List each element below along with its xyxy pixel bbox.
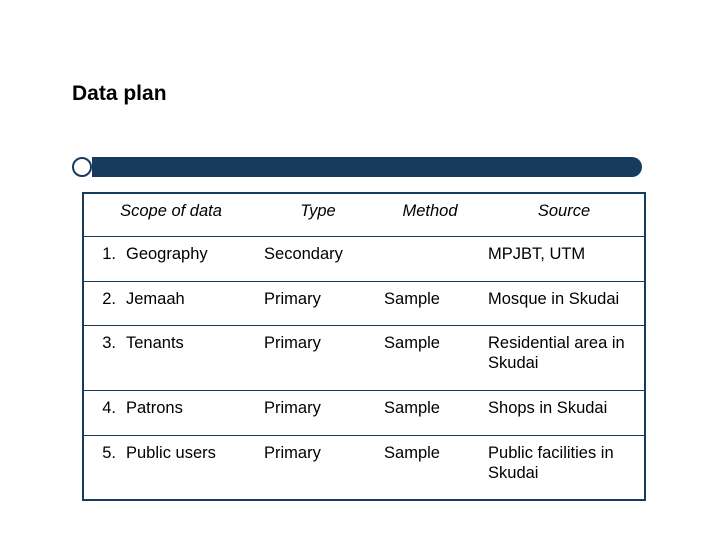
cell-source: Mosque in Skudai — [482, 281, 646, 326]
table-row: 2. Jemaah Primary Sample Mosque in Skuda… — [84, 281, 646, 326]
table-row: 4. Patrons Primary Sample Shops in Skuda… — [84, 390, 646, 435]
cell-type: Secondary — [258, 236, 378, 281]
col-header-method: Method — [378, 194, 482, 236]
cell-type: Primary — [258, 326, 378, 391]
table-row: 1. Geography Secondary MPJBT, UTM — [84, 236, 646, 281]
cell-num: 4. — [84, 390, 120, 435]
cell-scope: Jemaah — [120, 281, 258, 326]
cell-type: Primary — [258, 435, 378, 499]
cell-method: Sample — [378, 390, 482, 435]
cell-method: Sample — [378, 435, 482, 499]
cell-type: Primary — [258, 390, 378, 435]
cell-num: 1. — [84, 236, 120, 281]
table-row: 3. Tenants Primary Sample Residential ar… — [84, 326, 646, 391]
page-title: Data plan — [72, 82, 167, 106]
horizontal-rule — [92, 157, 632, 177]
data-plan-table: Scope of data Type Method Source 1. Geog… — [84, 194, 646, 499]
cell-source: MPJBT, UTM — [482, 236, 646, 281]
table-row: 5. Public users Primary Sample Public fa… — [84, 435, 646, 499]
table-header-row: Scope of data Type Method Source — [84, 194, 646, 236]
col-header-type: Type — [258, 194, 378, 236]
cell-method — [378, 236, 482, 281]
cell-scope: Public users — [120, 435, 258, 499]
col-header-scope: Scope of data — [84, 194, 258, 236]
cell-num: 5. — [84, 435, 120, 499]
bullet-dot — [72, 157, 92, 177]
cell-source: Residential area in Skudai — [482, 326, 646, 391]
cell-scope: Patrons — [120, 390, 258, 435]
cell-scope: Tenants — [120, 326, 258, 391]
data-plan-table-container: Scope of data Type Method Source 1. Geog… — [82, 192, 646, 501]
cell-scope: Geography — [120, 236, 258, 281]
cell-source: Public facilities in Skudai — [482, 435, 646, 499]
cell-num: 2. — [84, 281, 120, 326]
cell-method: Sample — [378, 326, 482, 391]
cell-source: Shops in Skudai — [482, 390, 646, 435]
cell-method: Sample — [378, 281, 482, 326]
cell-num: 3. — [84, 326, 120, 391]
slide: Data plan Scope of data Type Method Sour… — [0, 0, 720, 540]
col-header-source: Source — [482, 194, 646, 236]
cell-type: Primary — [258, 281, 378, 326]
